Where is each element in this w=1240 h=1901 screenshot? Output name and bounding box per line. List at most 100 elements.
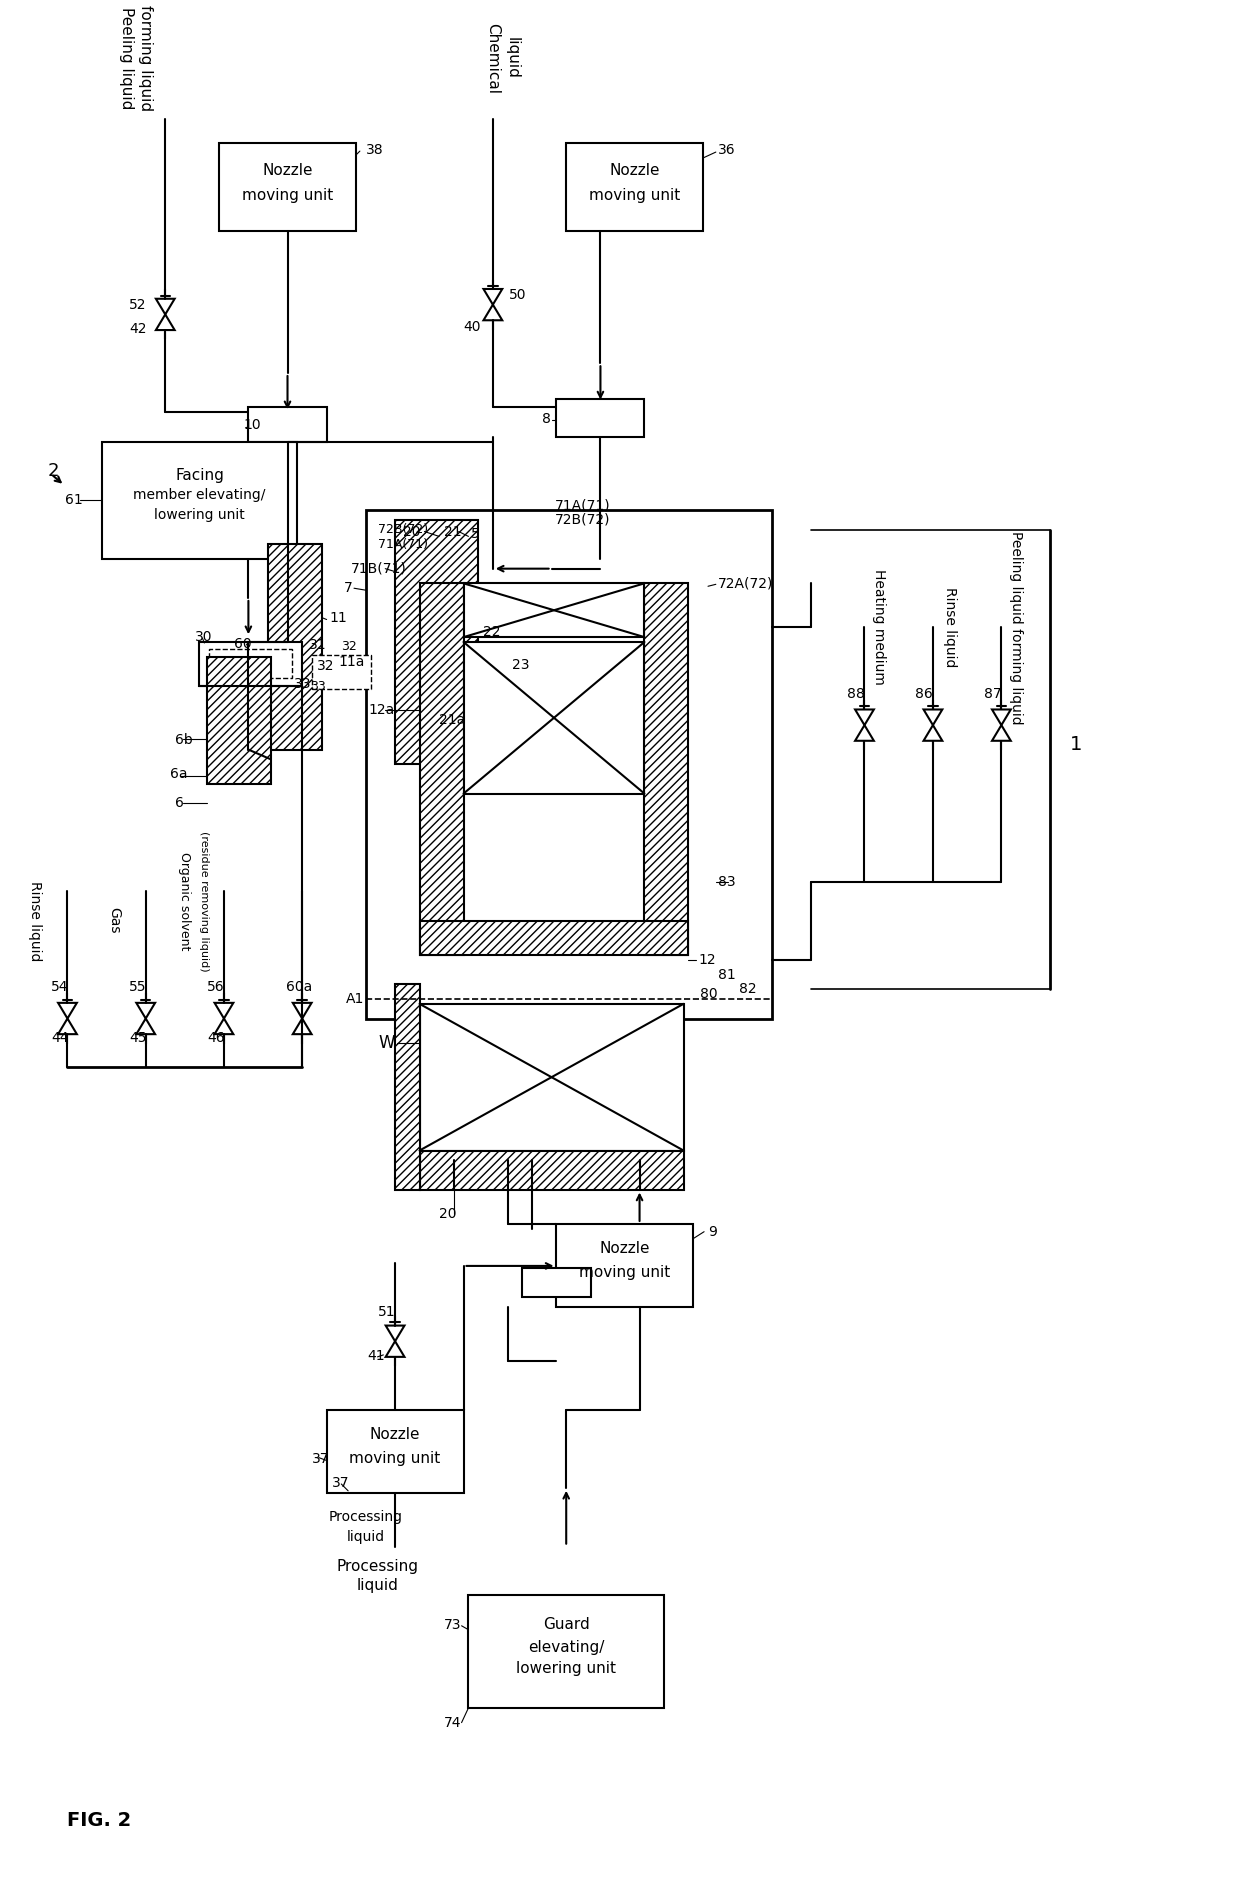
- Text: 1: 1: [1070, 736, 1083, 755]
- Text: liquid: liquid: [505, 38, 520, 80]
- Text: 72A(72): 72A(72): [718, 576, 774, 591]
- Bar: [567, 143, 703, 232]
- Text: lowering unit: lowering unit: [516, 1661, 616, 1677]
- Text: moving unit: moving unit: [579, 1266, 671, 1279]
- Text: 46: 46: [207, 1030, 224, 1046]
- Bar: [464, 584, 645, 637]
- Text: 21: 21: [444, 525, 461, 540]
- Text: 86: 86: [915, 686, 932, 701]
- Text: 72B(72): 72B(72): [378, 523, 429, 536]
- Text: W: W: [378, 1034, 396, 1051]
- Text: 80: 80: [701, 987, 718, 1002]
- Bar: [522, 1268, 590, 1296]
- Text: 11: 11: [330, 610, 347, 625]
- Text: 74: 74: [444, 1715, 461, 1730]
- Bar: [419, 920, 688, 954]
- Text: 60a: 60a: [285, 981, 311, 994]
- Text: 6a: 6a: [170, 766, 187, 781]
- Text: Peeling liquid forming liquid: Peeling liquid forming liquid: [1009, 530, 1023, 724]
- Text: 21a: 21a: [439, 713, 465, 728]
- Text: Rinse liquid: Rinse liquid: [29, 880, 42, 960]
- Text: 73: 73: [444, 1618, 461, 1631]
- Text: lowering unit: lowering unit: [154, 508, 244, 523]
- Text: elevating/: elevating/: [528, 1641, 604, 1654]
- Text: 81: 81: [718, 968, 735, 981]
- Text: Peeling liquid: Peeling liquid: [119, 8, 134, 110]
- Text: 8: 8: [542, 413, 551, 426]
- Text: 61: 61: [64, 492, 82, 508]
- Text: 41: 41: [368, 1350, 386, 1363]
- Text: 11a: 11a: [339, 654, 365, 669]
- Text: 50: 50: [508, 287, 526, 302]
- Text: 56: 56: [207, 981, 224, 994]
- Text: Rinse liquid: Rinse liquid: [942, 587, 956, 667]
- Bar: [326, 1411, 464, 1492]
- Text: 44: 44: [51, 1030, 68, 1046]
- Text: 71A(71): 71A(71): [378, 538, 429, 551]
- Text: 51: 51: [377, 1304, 396, 1319]
- Text: 6: 6: [175, 797, 184, 810]
- Text: 20: 20: [403, 525, 420, 540]
- Text: FIG. 2: FIG. 2: [67, 1812, 131, 1831]
- Text: 60: 60: [233, 637, 252, 650]
- Bar: [419, 1150, 683, 1190]
- Bar: [268, 544, 321, 749]
- Text: Processing: Processing: [329, 1509, 403, 1525]
- Text: Nozzle: Nozzle: [609, 163, 660, 179]
- Text: 52: 52: [129, 298, 146, 312]
- Bar: [419, 1004, 683, 1150]
- Text: 10: 10: [243, 418, 262, 432]
- Text: 71B(71): 71B(71): [351, 561, 407, 576]
- Text: 87: 87: [983, 686, 1002, 701]
- Text: 6b: 6b: [175, 732, 192, 747]
- Text: Organic solvent: Organic solvent: [179, 852, 191, 950]
- Bar: [248, 407, 326, 441]
- Text: moving unit: moving unit: [350, 1450, 440, 1466]
- Text: 40: 40: [464, 319, 481, 335]
- Text: 22: 22: [484, 625, 501, 639]
- Bar: [469, 1595, 663, 1707]
- Text: 37: 37: [331, 1475, 348, 1490]
- Text: 30: 30: [195, 629, 212, 644]
- Text: 12a: 12a: [368, 703, 394, 717]
- Text: 23: 23: [512, 658, 529, 671]
- Text: 2: 2: [48, 462, 60, 479]
- Text: Heating medium: Heating medium: [872, 570, 887, 684]
- Bar: [396, 519, 479, 764]
- Text: 45: 45: [129, 1030, 146, 1046]
- Text: 31: 31: [309, 639, 326, 652]
- Bar: [366, 509, 771, 1019]
- Bar: [207, 656, 270, 783]
- Text: 54: 54: [51, 981, 68, 994]
- Text: A1: A1: [346, 992, 365, 1006]
- Text: 20: 20: [439, 1207, 456, 1220]
- Text: 88: 88: [847, 686, 864, 701]
- Bar: [557, 399, 645, 437]
- Bar: [200, 643, 303, 686]
- Text: Nozzle: Nozzle: [370, 1426, 420, 1441]
- Text: 37: 37: [312, 1452, 330, 1466]
- Text: 33: 33: [294, 677, 311, 692]
- Text: Processing: Processing: [336, 1559, 418, 1574]
- Text: Chemical: Chemical: [485, 23, 501, 93]
- Text: 32: 32: [341, 641, 357, 654]
- Text: Nozzle: Nozzle: [262, 163, 312, 179]
- Bar: [645, 584, 688, 954]
- Text: 71A(71): 71A(71): [554, 498, 610, 511]
- Text: 82: 82: [739, 983, 756, 996]
- Text: liquid: liquid: [357, 1578, 398, 1593]
- Bar: [419, 584, 464, 954]
- Bar: [210, 648, 293, 679]
- Text: Facing: Facing: [175, 468, 224, 483]
- Text: 83: 83: [718, 874, 735, 888]
- Text: 12: 12: [698, 952, 715, 968]
- Text: member elevating/: member elevating/: [134, 489, 265, 502]
- Text: 7: 7: [345, 582, 353, 595]
- Text: 72B(72): 72B(72): [554, 513, 610, 527]
- Text: forming liquid: forming liquid: [138, 6, 154, 112]
- Text: 33: 33: [310, 679, 326, 692]
- Text: 55: 55: [129, 981, 146, 994]
- Text: Gas: Gas: [108, 907, 122, 933]
- Text: moving unit: moving unit: [589, 188, 681, 203]
- Bar: [557, 1224, 693, 1308]
